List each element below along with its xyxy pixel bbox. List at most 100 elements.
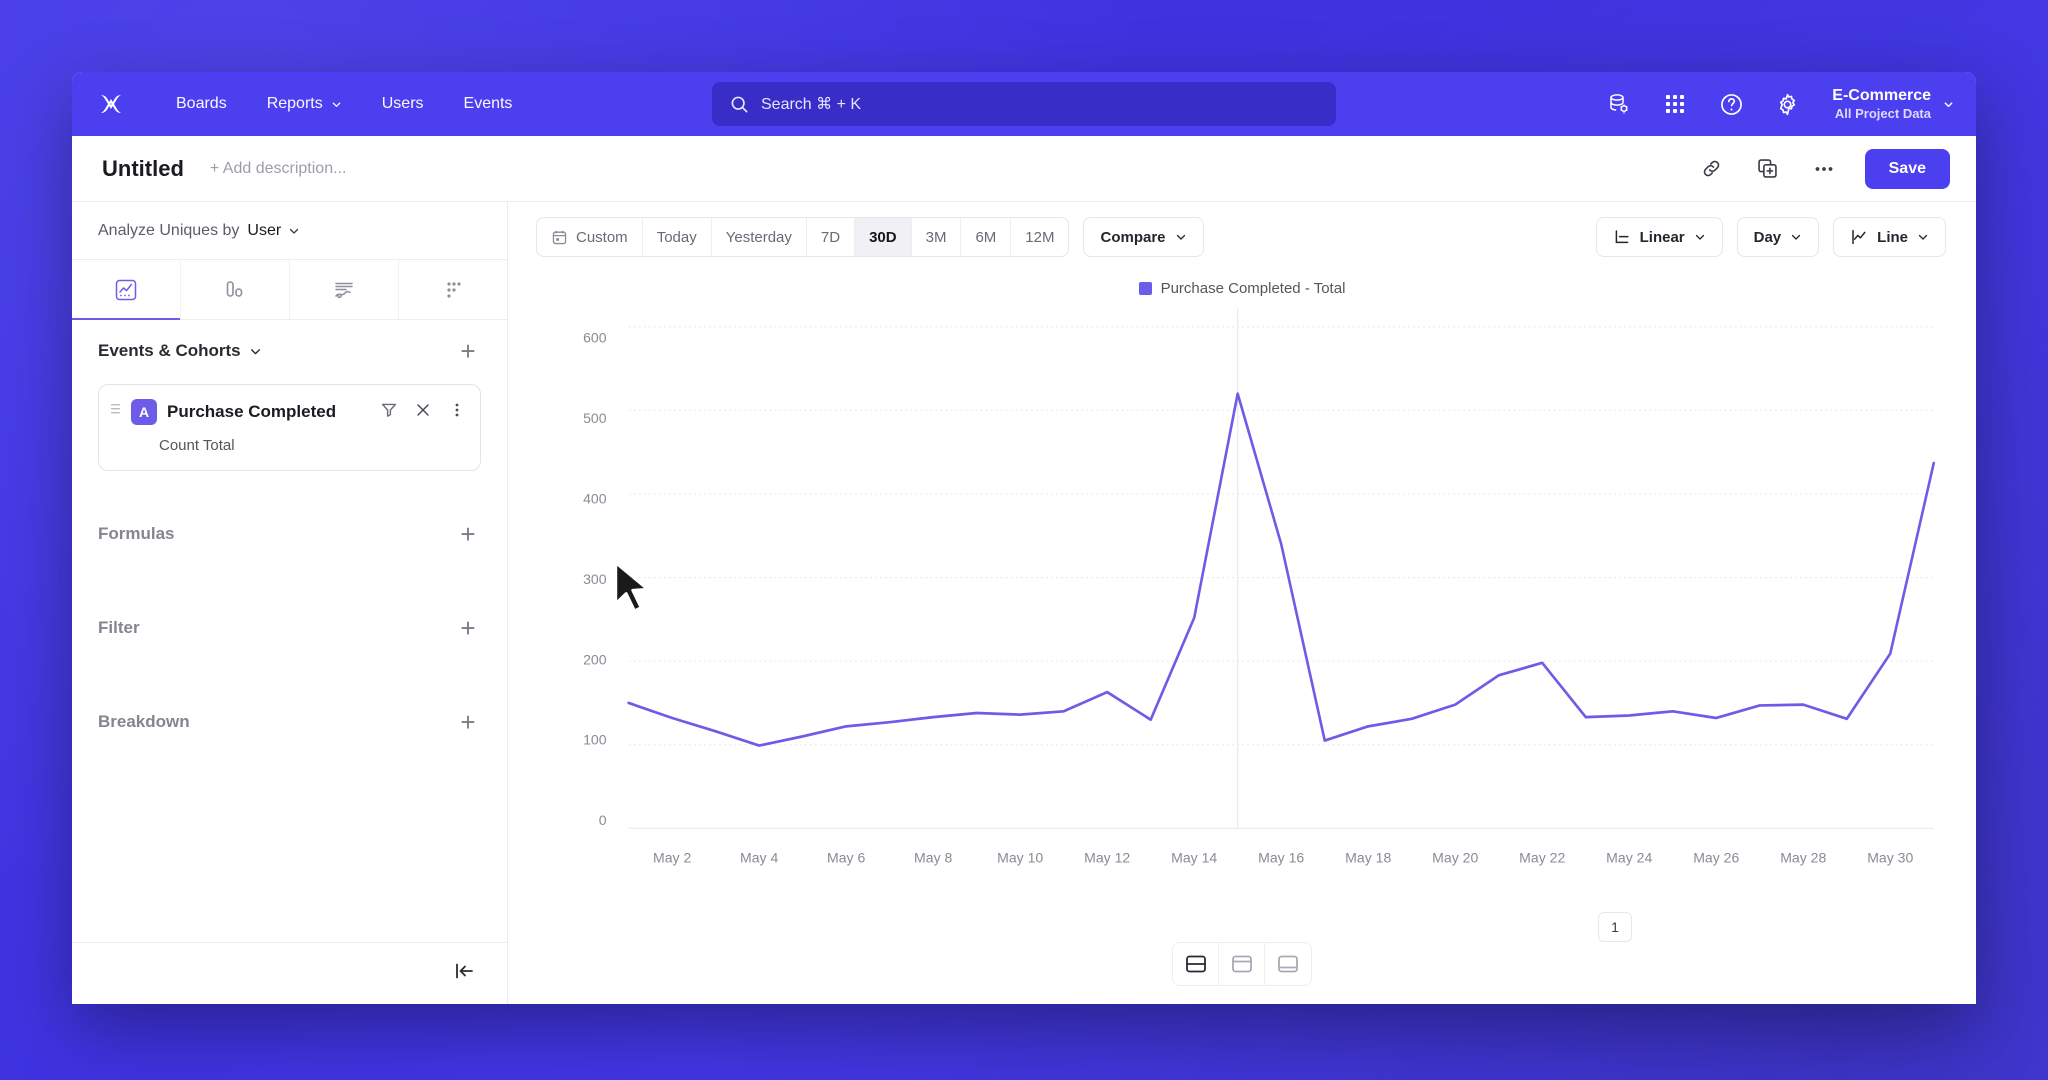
more-vertical-icon[interactable] — [448, 401, 466, 424]
main-content: Analyze Uniques by User — [72, 202, 1976, 1004]
global-search: Search ⌘ + K — [712, 82, 1336, 126]
search-placeholder: Search ⌘ + K — [761, 96, 862, 113]
more-horizontal-icon[interactable] — [1809, 154, 1839, 184]
top-nav-actions: E-Commerce All Project Data — [1604, 86, 1954, 122]
line-chart-svg[interactable] — [508, 308, 1976, 914]
duplicate-icon[interactable] — [1753, 154, 1783, 184]
nav-item-boards[interactable]: Boards — [156, 87, 247, 121]
formulas-title: Formulas — [98, 524, 175, 543]
chevron-down-icon — [1176, 234, 1185, 240]
project-name: E-Commerce — [1832, 86, 1931, 104]
add-breakdown-button[interactable]: + — [460, 707, 476, 737]
chart-footer: 1 — [508, 912, 1976, 1004]
chevron-down-icon — [332, 101, 341, 107]
chevron-down-icon — [250, 348, 260, 354]
date-range-3m[interactable]: 3M — [912, 218, 962, 256]
chevron-down-icon — [290, 228, 299, 234]
add-description-button[interactable]: + Add description... — [209, 159, 347, 177]
axis-icon — [1615, 230, 1629, 244]
nav-item-users[interactable]: Users — [362, 87, 444, 121]
compare-label: Compare — [1100, 228, 1166, 246]
interval-label: Day — [1753, 228, 1782, 246]
add-event-button[interactable]: + — [460, 336, 476, 366]
layout-bottom-panel[interactable] — [1265, 943, 1311, 985]
page-number-badge[interactable]: 1 — [1598, 912, 1632, 942]
formulas-section: Formulas + — [72, 503, 507, 565]
project-subtitle: All Project Data — [1834, 105, 1931, 121]
nav-label-events: Events — [463, 95, 513, 112]
add-filter-button[interactable]: + — [460, 613, 476, 643]
breakdown-section: Breakdown + — [72, 691, 507, 753]
analyze-uniques-row: Analyze Uniques by User — [72, 202, 507, 260]
compare-button[interactable]: Compare — [1083, 217, 1204, 257]
mixpanel-x-logo-icon[interactable] — [94, 87, 128, 121]
filter-icon[interactable] — [380, 401, 398, 424]
date-range-yesterday[interactable]: Yesterday — [712, 218, 807, 256]
bar-chart-tab[interactable] — [181, 260, 290, 319]
event-measure[interactable]: Count Total — [159, 437, 235, 454]
help-circle-icon[interactable] — [1716, 89, 1746, 119]
chevron-down-icon — [1695, 234, 1704, 240]
calendar-icon — [552, 230, 567, 244]
collapse-panel-icon[interactable] — [453, 960, 475, 987]
analyze-by-selector[interactable]: User — [247, 222, 300, 240]
nav-label-boards: Boards — [176, 95, 227, 112]
filter-section: Filter + — [72, 597, 507, 659]
project-selector[interactable]: E-Commerce All Project Data — [1832, 86, 1954, 122]
report-title-bar: Untitled + Add description... — [72, 136, 1976, 202]
line-chart-tab[interactable] — [72, 260, 181, 320]
events-cohorts-title[interactable]: Events & Cohorts — [98, 341, 262, 361]
chart-type-selector[interactable]: Line — [1833, 217, 1946, 257]
report-actions: Save — [1697, 148, 1950, 189]
chevron-down-icon — [1944, 101, 1953, 107]
events-cohorts-section: Events & Cohorts + A Purchase Completed — [72, 320, 507, 471]
close-icon[interactable] — [414, 401, 432, 424]
layout-selector — [1172, 942, 1312, 986]
chart-legend: Purchase Completed - Total — [508, 272, 1976, 297]
add-formula-button[interactable]: + — [460, 519, 476, 549]
chevron-down-icon — [1918, 234, 1928, 240]
date-range-12m[interactable]: 12M — [1025, 228, 1055, 246]
chevron-down-icon — [1792, 234, 1801, 240]
event-name[interactable]: Purchase Completed — [167, 402, 337, 421]
nav-item-events[interactable]: Events — [444, 87, 533, 121]
drag-handle-icon[interactable] — [111, 402, 121, 422]
event-letter-badge: A — [131, 399, 157, 425]
filter-title: Filter — [98, 618, 140, 637]
line-chart-icon — [1852, 229, 1866, 245]
scale-selector[interactable]: Linear — [1595, 217, 1723, 257]
primary-nav-links: Boards Reports Users Events — [156, 87, 532, 121]
settings-gear-icon[interactable] — [1772, 89, 1802, 119]
legend-label: Purchase Completed - Total — [1160, 280, 1346, 297]
scale-label: Linear — [1639, 228, 1685, 246]
database-gear-icon[interactable] — [1604, 89, 1634, 119]
query-builder-panel: Analyze Uniques by User — [72, 202, 508, 1004]
left-panel-footer — [72, 942, 507, 1004]
dots-grid-tab[interactable] — [399, 260, 507, 319]
save-button[interactable]: Save — [1864, 148, 1950, 189]
page-title[interactable]: Untitled — [102, 155, 184, 181]
date-range-30d[interactable]: 30D — [855, 218, 912, 256]
date-range-today[interactable]: Today — [643, 218, 712, 256]
search-input[interactable]: Search ⌘ + K — [712, 82, 1336, 126]
date-range-7d[interactable]: 7D — [807, 218, 856, 256]
nav-label-users: Users — [381, 95, 424, 112]
link-icon[interactable] — [1697, 154, 1727, 184]
interval-selector[interactable]: Day — [1736, 217, 1820, 257]
layout-split-horizontal[interactable] — [1173, 943, 1219, 985]
flow-chart-tab[interactable] — [290, 260, 399, 319]
date-range-6m[interactable]: 6M — [961, 218, 1012, 256]
event-card: A Purchase Completed — [98, 384, 481, 471]
date-range-custom[interactable]: Custom — [537, 218, 643, 256]
chart-options: Linear Day Line — [1595, 217, 1946, 257]
layout-top-panel[interactable] — [1219, 943, 1265, 985]
chart-canvas: Purchase Completed - Total 0 100 200 300 400… — [508, 272, 1976, 914]
chart-panel: Custom Today Yesterday 7D 30D 3M 6M 12M … — [508, 202, 1976, 1004]
grid-apps-icon[interactable] — [1660, 89, 1690, 119]
chart-toolbar: Custom Today Yesterday 7D 30D 3M 6M 12M … — [508, 202, 1976, 272]
top-navigation-bar: Boards Reports Users Events Search ⌘ + K — [72, 72, 1976, 136]
analyze-value-label: User — [247, 221, 282, 239]
nav-item-reports[interactable]: Reports — [247, 87, 362, 121]
breakdown-title: Breakdown — [98, 712, 190, 731]
